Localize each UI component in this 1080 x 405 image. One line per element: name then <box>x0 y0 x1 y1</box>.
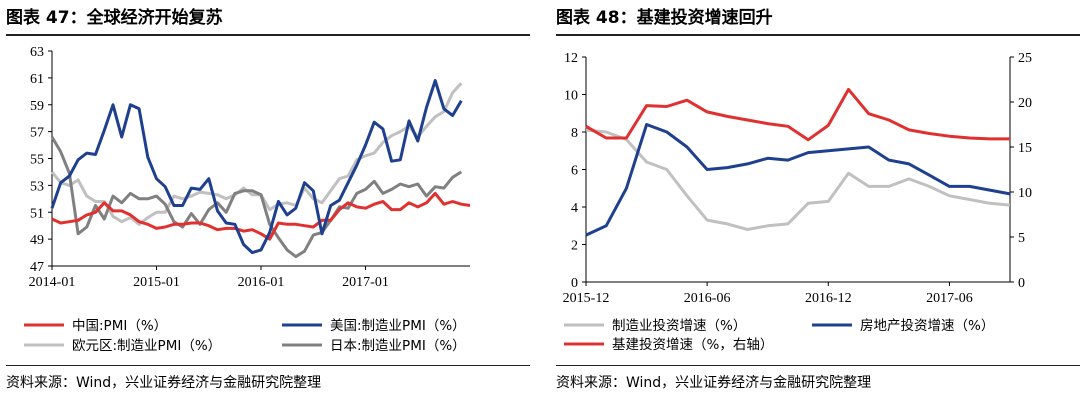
right-y-tick-label: 25 <box>1018 51 1032 66</box>
left-line-chart: 47 49 51 53 55 57 59 61 63 2014-01 2015-01 2016-01 2… <box>24 45 471 354</box>
left-source-rule <box>6 365 530 366</box>
left-chart-panel: 图表 47：全球经济开始复苏 47 49 51 53 55 57 59 61 63 2014-01… <box>6 0 538 405</box>
series-line <box>51 191 471 241</box>
legend-label: 中国:PMI（%） <box>72 318 167 334</box>
legend-label: 制造业投资增速（%） <box>612 318 746 334</box>
left-y-tick-label: 12 <box>564 51 578 66</box>
y-tick-label: 51 <box>30 206 44 221</box>
left-y-tick-label: 2 <box>571 239 578 254</box>
y-tick-label: 47 <box>30 260 44 275</box>
x-tick-label: 2016-06 <box>684 291 731 306</box>
series-line <box>585 128 1011 231</box>
y-tick-label: 61 <box>30 72 44 87</box>
right-chart-source: 资料来源：Wind，兴业证券经济与金融研究院整理 <box>556 375 872 391</box>
right-source-rule <box>556 365 1080 366</box>
right-y-tick-label: 20 <box>1018 96 1032 111</box>
y-tick-label: 59 <box>30 99 44 114</box>
right-line-chart: 0 2 4 6 8 10 12 0 5 10 15 20 25 2015-12 2016-06 2016-12… <box>563 51 1032 353</box>
y-tick-label: 57 <box>30 126 44 141</box>
x-tick-label: 2017-06 <box>926 291 973 306</box>
left-title-rule <box>6 34 530 36</box>
series-line <box>50 82 463 226</box>
left-y-tick-label: 0 <box>571 276 578 291</box>
y-tick-label: 55 <box>30 153 44 168</box>
series-line <box>50 79 463 255</box>
left-y-tick-label: 6 <box>571 164 578 179</box>
series-line <box>585 123 1011 237</box>
x-tick-label: 2016-12 <box>805 291 852 306</box>
right-y-tick-label: 15 <box>1018 141 1032 156</box>
right-chart-panel: 图表 48：基建投资增速回升 0 2 4 6 8 10 12 0 5 10 15 20 25 2015-1… <box>556 0 1080 405</box>
right-y-tick-label: 10 <box>1018 186 1032 201</box>
y-tick-label: 53 <box>30 179 44 194</box>
legend-label: 房地产投资增速（%） <box>860 318 994 334</box>
y-tick-label: 49 <box>30 233 44 248</box>
right-chart-title: 图表 48：基建投资增速回升 <box>556 8 773 28</box>
series-line <box>585 87 1010 142</box>
right-y-tick-label: 5 <box>1018 231 1025 246</box>
legend-label: 日本:制造业PMI（%） <box>330 338 466 354</box>
left-y-tick-label: 8 <box>571 126 578 141</box>
legend-label: 美国:制造业PMI（%） <box>330 318 466 334</box>
left-y-tick-label: 4 <box>571 201 578 216</box>
left-chart-source: 资料来源：Wind，兴业证券经济与金融研究院整理 <box>6 375 322 391</box>
legend-label: 欧元区:制造业PMI（%） <box>72 338 221 354</box>
right-title-rule <box>556 34 1080 36</box>
legend-label: 基建投资增速（%，右轴） <box>612 336 773 353</box>
right-y-tick-label: 0 <box>1018 276 1025 291</box>
series-line <box>50 136 463 259</box>
x-tick-label: 2015-12 <box>563 291 610 306</box>
x-tick-label: 2014-01 <box>29 275 76 290</box>
left-y-tick-label: 10 <box>564 89 578 104</box>
x-tick-label: 2015-01 <box>133 275 180 290</box>
left-chart-title: 图表 47：全球经济开始复苏 <box>6 8 223 28</box>
y-tick-label: 63 <box>30 45 44 60</box>
x-tick-label: 2017-01 <box>342 275 389 290</box>
x-tick-label: 2016-01 <box>238 275 285 290</box>
